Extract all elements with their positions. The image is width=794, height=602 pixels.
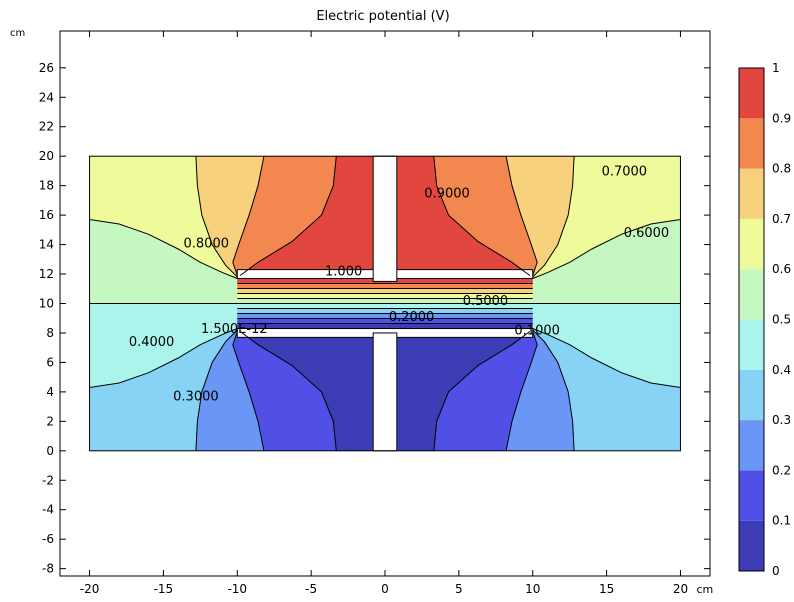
contour-label: 0.4000 — [129, 335, 175, 350]
colorbar: 0 0.1 0.2 0.3 0.4 0.5 0.6 0.7 0.8 0.9 1 — [738, 61, 791, 578]
contour-line — [532, 219, 681, 279]
colorbar-band — [739, 319, 764, 370]
contour-label: 0.5000 — [463, 294, 509, 309]
x-tick-label: 10 — [525, 582, 540, 596]
colorbar-tick-label: 0.7 — [772, 212, 791, 226]
colorbar-tick-label: 0.4 — [772, 363, 791, 377]
contour-line — [433, 156, 531, 276]
y-tick-label: 26 — [39, 61, 54, 75]
y-tick-label: -6 — [42, 532, 54, 546]
chart-title: Electric potential (V) — [316, 9, 449, 24]
colorbar-band — [739, 118, 764, 169]
colorbar-tick-label: 0.6 — [772, 262, 791, 276]
x-tick-label: -5 — [305, 582, 317, 596]
field-layer — [89, 155, 681, 452]
colorbar-tick-label: 0.2 — [772, 463, 791, 477]
colorbar-tick-label: 1 — [772, 61, 780, 75]
contour-label: 0.7000 — [602, 164, 648, 179]
colorbar-band — [739, 218, 764, 270]
y-tick-label: 24 — [39, 90, 54, 104]
y-tick-label: 6 — [46, 355, 54, 369]
colorbar-band — [739, 168, 764, 219]
y-tick-label: 20 — [39, 149, 54, 163]
contour-label: 1.500E-12 — [201, 322, 268, 337]
colorbar-tick-label: 0 — [772, 564, 780, 578]
gap-band — [237, 318, 533, 324]
axes: -20 -15 -10 -5 0 5 10 15 20 cm-8-6-4-202468101214… — [39, 31, 713, 596]
gap-band — [237, 323, 533, 329]
contour-line — [232, 331, 265, 451]
contour-line — [89, 219, 238, 279]
x-tick-label: -20 — [80, 582, 100, 596]
contour-label: 0.9000 — [424, 186, 470, 201]
electrode — [372, 332, 398, 452]
contour-line — [532, 156, 575, 278]
colorbar-tick-label: 0.5 — [772, 313, 791, 327]
colorbar-tick-label: 0.9 — [772, 111, 791, 125]
contour-line — [505, 156, 538, 276]
contour-line — [532, 328, 681, 388]
colorbar-band — [739, 470, 764, 521]
y-tick-label: 14 — [39, 238, 54, 252]
contour-label: 0.3000 — [173, 390, 219, 405]
y-tick-label: -4 — [42, 503, 54, 517]
y-tick-label: 12 — [39, 267, 54, 281]
contour-line — [505, 331, 538, 451]
gap-band — [237, 313, 533, 319]
electrode — [372, 155, 398, 282]
colorbar-band — [739, 420, 764, 471]
y-tick-label: -8 — [42, 562, 54, 576]
y-tick-label: 2 — [46, 414, 54, 428]
colorbar-band — [739, 520, 764, 571]
x-tick-label: -15 — [154, 582, 174, 596]
colorbar-band — [739, 269, 764, 320]
contour-line — [433, 331, 531, 451]
x-tick-label: 0 — [381, 582, 389, 596]
colorbar-tick-label: 0.3 — [772, 413, 791, 427]
colorbar-tick-label: 0.8 — [772, 162, 791, 176]
x-tick-label: 20 — [673, 582, 688, 596]
y-tick-label: 22 — [39, 120, 54, 134]
y-unit-label: cm — [10, 28, 25, 39]
contour-line — [232, 156, 265, 276]
y-tick-label: 0 — [46, 444, 54, 458]
y-tick-label: -2 — [42, 473, 54, 487]
gap-band — [237, 283, 533, 289]
colorbar-band — [739, 369, 764, 421]
contour-line — [89, 328, 238, 388]
gap-band — [237, 303, 533, 309]
contour-label: 0.1000 — [514, 323, 560, 338]
colorbar-tick-label: 0.1 — [772, 514, 791, 528]
y-tick-label: 8 — [46, 326, 54, 340]
y-tick-label: 16 — [39, 208, 54, 222]
x-tick-label: -10 — [227, 582, 247, 596]
contour-line — [195, 329, 238, 451]
y-tick-label: 10 — [39, 297, 54, 311]
contour-label: 0.6000 — [624, 226, 670, 241]
colorbar-frame — [738, 67, 765, 572]
contour-label: 0.8000 — [184, 237, 230, 252]
contour-line — [195, 156, 238, 278]
x-tick-label: 5 — [455, 582, 463, 596]
contour-lines — [89, 156, 681, 451]
contour-line — [532, 329, 575, 451]
gap-band — [237, 308, 533, 314]
y-tick-label: 4 — [46, 385, 54, 399]
gap-band — [237, 293, 533, 299]
contour-label: 0.2000 — [389, 310, 435, 325]
gap-band — [237, 288, 533, 294]
contour-labels: 0.7000 0.9000 0.6000 0.8000 1.000 0.5000 0.200… — [129, 164, 669, 404]
gap-band — [237, 298, 533, 304]
contour-label: 1.000 — [325, 265, 362, 280]
contour-line — [239, 331, 337, 451]
contour-line — [239, 156, 337, 276]
y-tick-label: 18 — [39, 179, 54, 193]
x-unit-label: cm — [696, 583, 713, 596]
colorbar-band — [739, 68, 764, 119]
x-tick-label: 15 — [599, 582, 614, 596]
